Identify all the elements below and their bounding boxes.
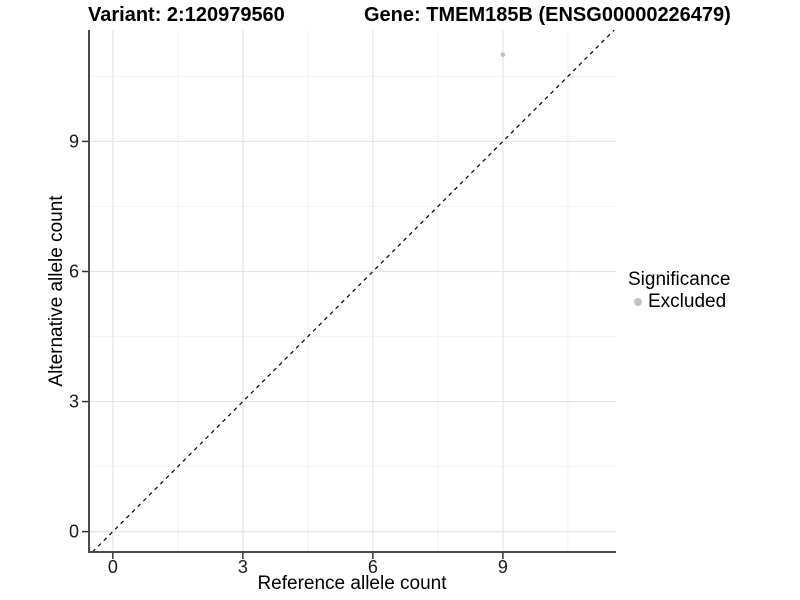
variant-title: Variant: 2:120979560 xyxy=(88,4,285,26)
x-axis-title: Reference allele count xyxy=(257,573,447,594)
legend-item-label: Excluded xyxy=(648,291,727,312)
x-tick-label: 3 xyxy=(238,557,248,577)
legend-item-excluded: Excluded xyxy=(628,291,730,313)
y-axis-title: Alternative allele count xyxy=(46,195,67,387)
gene-title: Gene: TMEM185B (ENSG00000226479) xyxy=(364,4,731,26)
legend: Significance Excluded xyxy=(628,269,730,313)
data-point xyxy=(500,52,506,58)
y-tick-label: 6 xyxy=(69,261,79,281)
excluded-marker-icon xyxy=(634,298,642,306)
x-tick-label: 9 xyxy=(498,557,508,577)
y-tick-label: 0 xyxy=(69,522,79,542)
y-tick-label: 3 xyxy=(69,392,79,412)
legend-title: Significance xyxy=(628,269,731,290)
y-tick-label: 9 xyxy=(69,131,79,151)
x-tick-label: 6 xyxy=(368,557,378,577)
identity-dashed-line xyxy=(92,29,615,553)
x-tick-label: 0 xyxy=(108,557,118,577)
